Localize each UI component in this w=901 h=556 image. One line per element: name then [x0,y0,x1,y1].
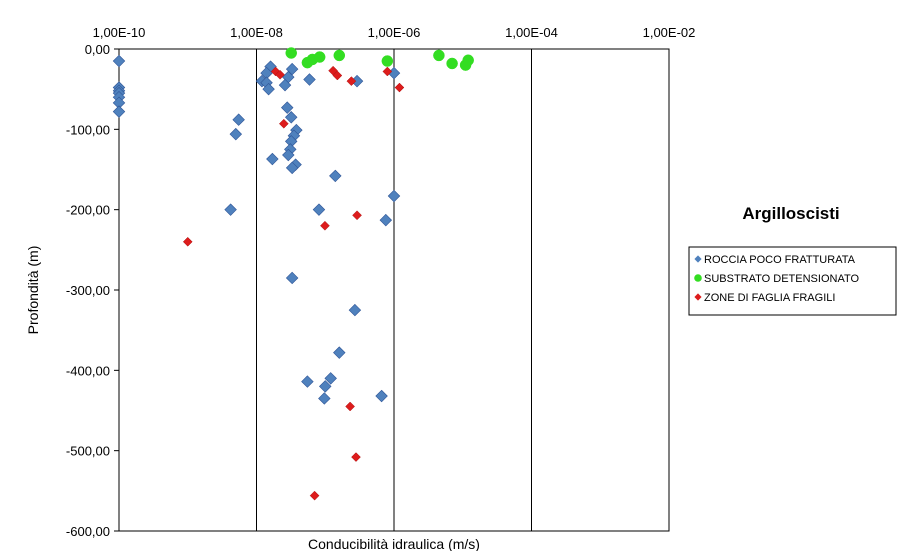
point-series-1 [301,375,314,388]
point-series-1 [318,392,331,405]
y-tick-label: -500,00 [66,444,110,459]
point-series-2 [313,51,326,63]
point-series-1 [324,372,337,385]
point-series-3 [279,118,289,129]
point-series-1 [285,271,299,285]
point-series-1 [224,203,237,216]
point-series-1 [262,82,275,96]
point-series-1 [266,152,279,166]
legend-box [688,246,897,316]
point-series-2 [333,49,346,62]
y-tick-label: -400,00 [66,363,110,378]
point-series-3 [309,490,320,501]
point-series-1 [285,161,299,175]
legend-label: SUBSTRATO DETENSIONATO [704,273,859,285]
point-series-1 [348,303,362,317]
legend-label: ZONE DI FAGLIA FRAGILI [704,292,835,304]
point-series-2 [433,49,445,62]
point-series-3 [346,76,357,86]
point-series-3 [345,401,355,412]
y-axis-ticks: 0,00 -100,00 -200,00 -300,00 -400,00 -500,00 -… [66,42,119,539]
y-tick-label: -600,00 [66,524,110,539]
y-tick-label: 0,00 [85,42,110,57]
x-tick-label: 1,00E-04 [505,25,558,40]
point-series-1 [285,111,298,124]
legend-label: ROCCIA POCO FRATTURATA [704,254,856,266]
point-series-1 [379,213,393,227]
point-series-1 [319,380,332,393]
point-series-1 [232,113,245,126]
point-series-1 [303,73,316,86]
point-series-1 [312,203,326,216]
point-series-1 [387,189,401,203]
point-series-1 [375,389,388,403]
legend-marker [694,255,702,263]
point-series-1 [285,62,299,76]
point-series-3 [352,210,362,221]
point-series-2 [462,54,474,66]
gridlines [256,49,532,531]
point-series-2 [381,55,394,67]
point-series-3 [382,66,393,77]
point-series-3 [332,70,343,81]
point-series-1 [282,148,295,162]
x-axis-ticks: 1,00E-10 1,00E-08 1,00E-06 1,00E-04 1,00E-02 [93,25,696,40]
x-tick-label: 1,00E-08 [230,25,283,40]
y-tick-label: -300,00 [66,283,110,298]
point-series-1 [329,169,342,183]
point-series-1 [278,78,292,92]
x-tick-label: 1,00E-02 [643,25,696,40]
y-tick-label: -100,00 [66,122,110,137]
point-series-3 [394,82,405,93]
point-series-1 [112,105,126,118]
point-series-2 [285,47,297,59]
point-series-1 [333,346,346,359]
point-series-1 [281,101,294,114]
y-tick-label: -200,00 [66,203,110,218]
legend: ROCCIA POCO FRATTURATA SUBSTRATO DETENSIO… [688,246,897,316]
point-series-3 [320,220,330,231]
x-axis-title: Conducibilità idraulica (m/s) [308,536,480,551]
legend-marker [694,274,702,282]
legend-marker [694,293,702,301]
chart-title: Argilloscisti [742,204,839,223]
point-series-3 [351,452,361,462]
point-series-3 [275,69,285,80]
x-tick-label: 1,00E-10 [93,25,146,40]
x-tick-label: 1,00E-06 [368,25,421,40]
point-series-1 [229,127,243,141]
point-series-2 [446,57,458,70]
data-points [112,47,474,501]
point-series-3 [182,236,193,247]
point-series-1 [112,54,126,68]
y-axis-title: Profondità (m) [25,246,41,335]
